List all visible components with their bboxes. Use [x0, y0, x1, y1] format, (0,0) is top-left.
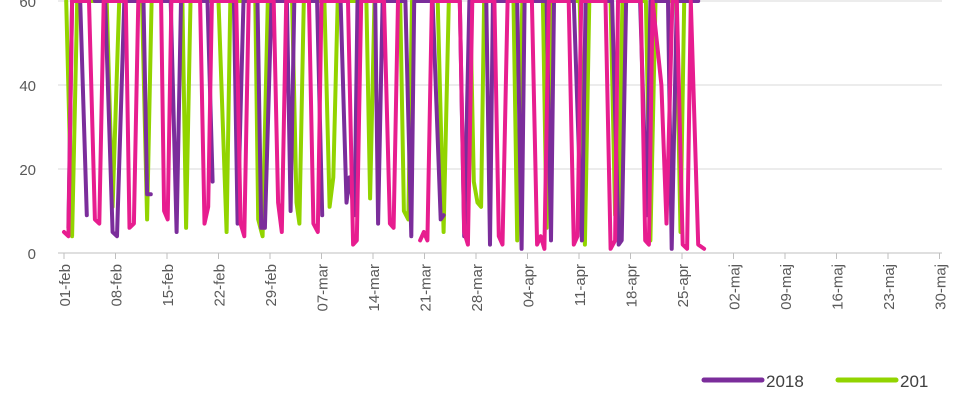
x-tick-label: 18-apr [624, 264, 641, 307]
legend-label: 201 [900, 372, 928, 391]
y-tick-label: 40 [19, 78, 36, 95]
x-tick-label: 30-maj [933, 264, 950, 310]
x-tick-label: 29-feb [263, 264, 280, 307]
series-line-201 [64, 0, 687, 247]
x-tick-label: 04-apr [521, 264, 538, 307]
series-lines [62, 0, 707, 251]
x-tick-label: 21-mar [418, 264, 435, 312]
y-tick-label: 60 [19, 0, 36, 11]
x-tick-label: 25-apr [675, 264, 692, 307]
x-tick-label: 01-feb [57, 264, 74, 307]
x-tick-label: 22-feb [212, 264, 229, 307]
series-line-unnamed [62, 0, 707, 251]
y-tick-label: 0 [28, 246, 36, 263]
x-tick-label: 07-mar [315, 264, 332, 312]
x-tick-label: 14-mar [366, 264, 383, 312]
x-tick-label: 15-feb [160, 264, 177, 307]
x-tick-label: 02-maj [727, 264, 744, 310]
x-tick-label: 09-maj [778, 264, 795, 310]
x-tick-label: 08-feb [109, 264, 126, 307]
x-tick-label: 28-mar [469, 264, 486, 312]
x-tick-label: 11-apr [572, 264, 589, 306]
x-tick-label: 16-maj [830, 264, 847, 310]
legend: 2018 201 [701, 372, 928, 391]
y-axis-ticks: 0 20 40 60 [19, 0, 36, 263]
x-tick-label: 23-maj [881, 264, 898, 310]
y-tick-label: 20 [19, 162, 36, 179]
legend-label: 2018 [766, 372, 804, 391]
x-axis-ticks: 01-feb 08-feb 15-feb 22-feb 29-feb 07-mar 14-m… [57, 253, 950, 312]
